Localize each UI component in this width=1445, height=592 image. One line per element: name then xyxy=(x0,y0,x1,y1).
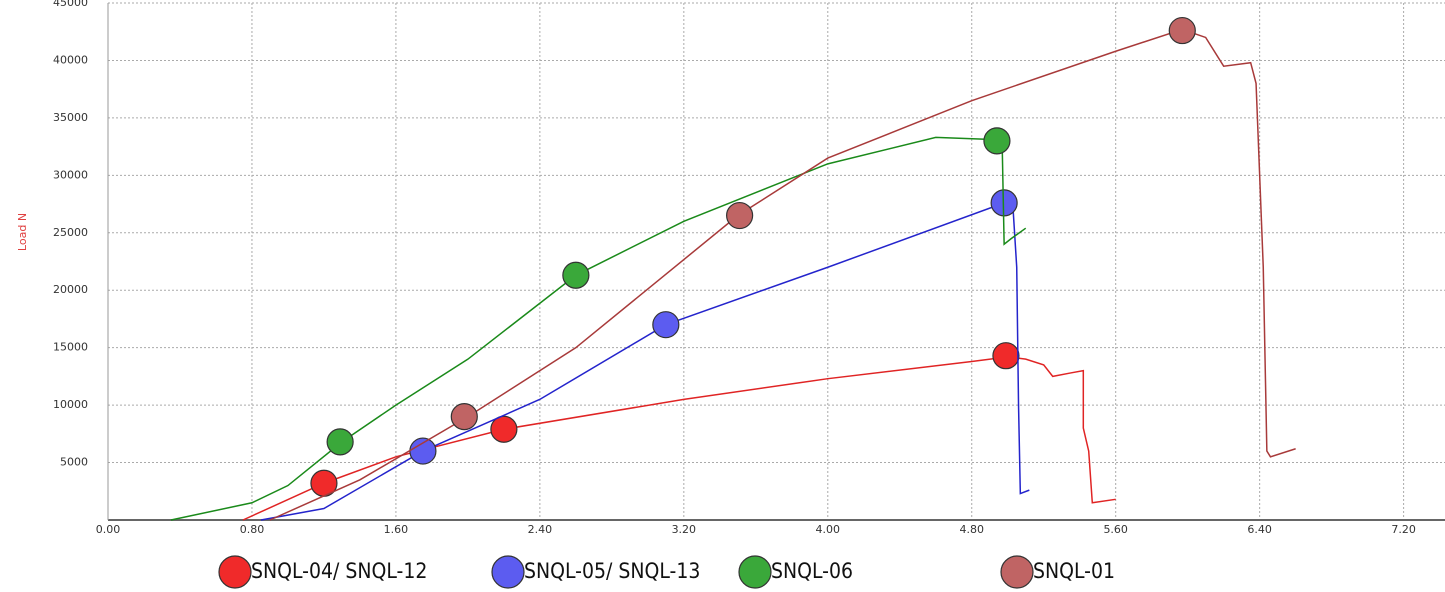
y-tick-label: 25000 xyxy=(53,226,88,239)
data-marker xyxy=(450,403,478,431)
data-marker xyxy=(562,261,590,289)
legend-marker xyxy=(491,555,525,589)
legend-label: SNQL-06 xyxy=(771,559,853,583)
y-tick-label: 15000 xyxy=(53,341,88,354)
x-tick-label: 4.80 xyxy=(959,523,984,536)
data-marker xyxy=(652,311,680,339)
data-marker xyxy=(726,201,754,230)
data-marker xyxy=(992,342,1020,370)
x-tick-label: 5.60 xyxy=(1103,523,1128,536)
data-marker xyxy=(983,127,1011,155)
y-tick-label: 10000 xyxy=(53,398,88,411)
legend-label: SNQL-04/ SNQL-12 xyxy=(251,559,427,583)
x-tick-label: 0.00 xyxy=(96,523,121,536)
x-tick-label: 1.60 xyxy=(384,523,409,536)
data-marker xyxy=(490,415,518,443)
x-tick-label: 7.20 xyxy=(1391,523,1416,536)
x-tick-label: 3.20 xyxy=(672,523,697,536)
y-tick-label: 45000 xyxy=(53,0,88,9)
data-marker xyxy=(409,437,437,465)
series-line xyxy=(242,356,1116,521)
y-tick-label: 5000 xyxy=(60,456,88,469)
legend-marker xyxy=(738,555,772,589)
y-axis-label: Load N xyxy=(16,213,29,251)
series-line xyxy=(170,136,1027,521)
x-tick-label: 0.80 xyxy=(240,523,265,536)
y-tick-label: 35000 xyxy=(53,111,88,124)
x-tick-label: 6.40 xyxy=(1247,523,1272,536)
y-tick-label: 40000 xyxy=(53,53,88,66)
x-tick-label: 2.40 xyxy=(528,523,553,536)
legend-label: SNQL-01 xyxy=(1033,559,1115,583)
x-tick-label: 4.00 xyxy=(816,523,841,536)
legend-label: SNQL-05/ SNQL-13 xyxy=(524,559,700,583)
y-tick-label: 30000 xyxy=(53,168,88,181)
data-marker xyxy=(326,428,354,456)
data-marker xyxy=(1168,16,1196,45)
series-line xyxy=(260,202,1030,521)
y-tick-label: 20000 xyxy=(53,283,88,296)
legend-marker xyxy=(1000,555,1034,589)
legend-marker xyxy=(218,555,252,589)
